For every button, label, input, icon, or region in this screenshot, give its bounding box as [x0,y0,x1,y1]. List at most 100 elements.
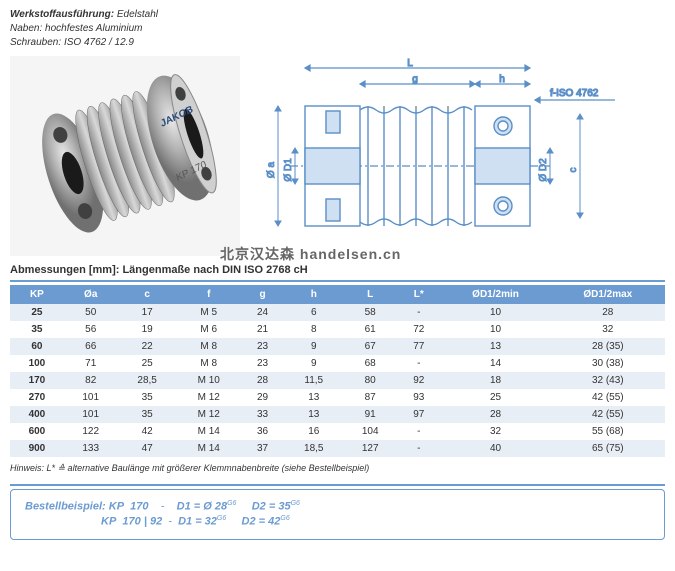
table-cell: 65 (75) [551,440,665,457]
table-cell: 9 [284,338,343,355]
table-cell: 9 [284,355,343,372]
table-row: 1708228,5M 102811,580921832 (43) [10,372,665,389]
table-cell: - [397,304,440,321]
table-cell: - [397,423,440,440]
table-cell: 40 [440,440,550,457]
dim-OD2: Ø D2 [538,158,549,182]
table-row: 40010135M 12331391972842 (55) [10,406,665,423]
table-hint: Hinweis: L* ≙ alternative Baulänge mit g… [10,463,665,474]
table-cell: 77 [397,338,440,355]
table-cell: 122 [64,423,118,440]
table-cell: 42 (55) [551,389,665,406]
dim-Oa: Ø a [266,162,277,179]
table-cell: 133 [64,440,118,457]
table-cell: - [397,355,440,372]
table-cell: M 12 [177,406,241,423]
table-cell: 24 [241,304,284,321]
dim-c: c [568,168,579,173]
table-cell: 32 [551,321,665,338]
dim-g: g [412,74,418,85]
divider [10,280,665,282]
col-header: f [177,285,241,304]
table-cell: M 12 [177,389,241,406]
table-cell: 35 [10,321,64,338]
table-row: 90013347M 143718,5127-4065 (75) [10,440,665,457]
table-cell: 28,5 [118,372,177,389]
table-cell: 47 [118,440,177,457]
table-cell: 60 [10,338,64,355]
table-cell: 900 [10,440,64,457]
dim-f-iso: f-ISO 4762 [550,88,599,99]
table-cell: 55 (68) [551,423,665,440]
table-cell: 23 [241,338,284,355]
table-cell: 23 [241,355,284,372]
table-cell: 101 [64,406,118,423]
table-cell: 16 [284,423,343,440]
table-cell: 400 [10,406,64,423]
table-cell: 97 [397,406,440,423]
table-cell: 56 [64,321,118,338]
table-cell: 36 [241,423,284,440]
table-cell: 33 [241,406,284,423]
table-cell: 270 [10,389,64,406]
table-cell: 61 [343,321,397,338]
table-cell: 10 [440,304,550,321]
col-header: L* [397,285,440,304]
table-cell: - [397,440,440,457]
material-spec: Werkstoffausführung: Edelstahl Naben: ho… [10,8,270,50]
dim-L: L [407,58,413,69]
table-cell: 101 [64,389,118,406]
table-cell: 87 [343,389,397,406]
dimensions-table: KPØacfghLL*ØD1/2minØD1/2max 255017M 5246… [10,285,665,457]
table-cell: 42 (55) [551,406,665,423]
table-cell: 28 [440,406,550,423]
table-cell: 91 [343,406,397,423]
table-cell: 71 [64,355,118,372]
table-cell: 29 [241,389,284,406]
table-cell: 13 [284,406,343,423]
table-cell: 25 [440,389,550,406]
table-row: 255017M 524658-1028 [10,304,665,321]
order-example: Bestellbeispiel: KP 170 - D1 = Ø 28G6 D2… [10,489,665,540]
table-cell: 25 [118,355,177,372]
col-header: ØD1/2max [551,285,665,304]
table-cell: M 8 [177,338,241,355]
table-cell: 50 [64,304,118,321]
table-row: 1007125M 823968-1430 (38) [10,355,665,372]
table-cell: 13 [440,338,550,355]
table-cell: 35 [118,389,177,406]
table-cell: 6 [284,304,343,321]
table-row: 60012242M 143616104-3255 (68) [10,423,665,440]
table-cell: 18,5 [284,440,343,457]
col-header: KP [10,285,64,304]
table-cell: 30 (38) [551,355,665,372]
table-cell: 14 [440,355,550,372]
table-cell: M 8 [177,355,241,372]
table-cell: 100 [10,355,64,372]
table-row: 606622M 823967771328 (35) [10,338,665,355]
dim-OD1: Ø D1 [283,158,294,182]
table-cell: 66 [64,338,118,355]
table-cell: 28 [551,304,665,321]
table-cell: 8 [284,321,343,338]
table-cell: 93 [397,389,440,406]
table-cell: 28 [241,372,284,389]
product-photo: JAKOB KP 170 [10,56,240,256]
table-cell: 67 [343,338,397,355]
table-cell: 18 [440,372,550,389]
table-cell: 32 (43) [551,372,665,389]
table-cell: 10 [440,321,550,338]
table-cell: 21 [241,321,284,338]
table-cell: M 14 [177,423,241,440]
col-header: L [343,285,397,304]
table-cell: 13 [284,389,343,406]
table-cell: 35 [118,406,177,423]
technical-drawing: L g h f-ISO 4762 [250,56,665,256]
table-cell: M 5 [177,304,241,321]
table-cell: 25 [10,304,64,321]
dim-h: h [499,74,505,85]
table-cell: 68 [343,355,397,372]
col-header: g [241,285,284,304]
table-cell: 11,5 [284,372,343,389]
table-cell: M 6 [177,321,241,338]
